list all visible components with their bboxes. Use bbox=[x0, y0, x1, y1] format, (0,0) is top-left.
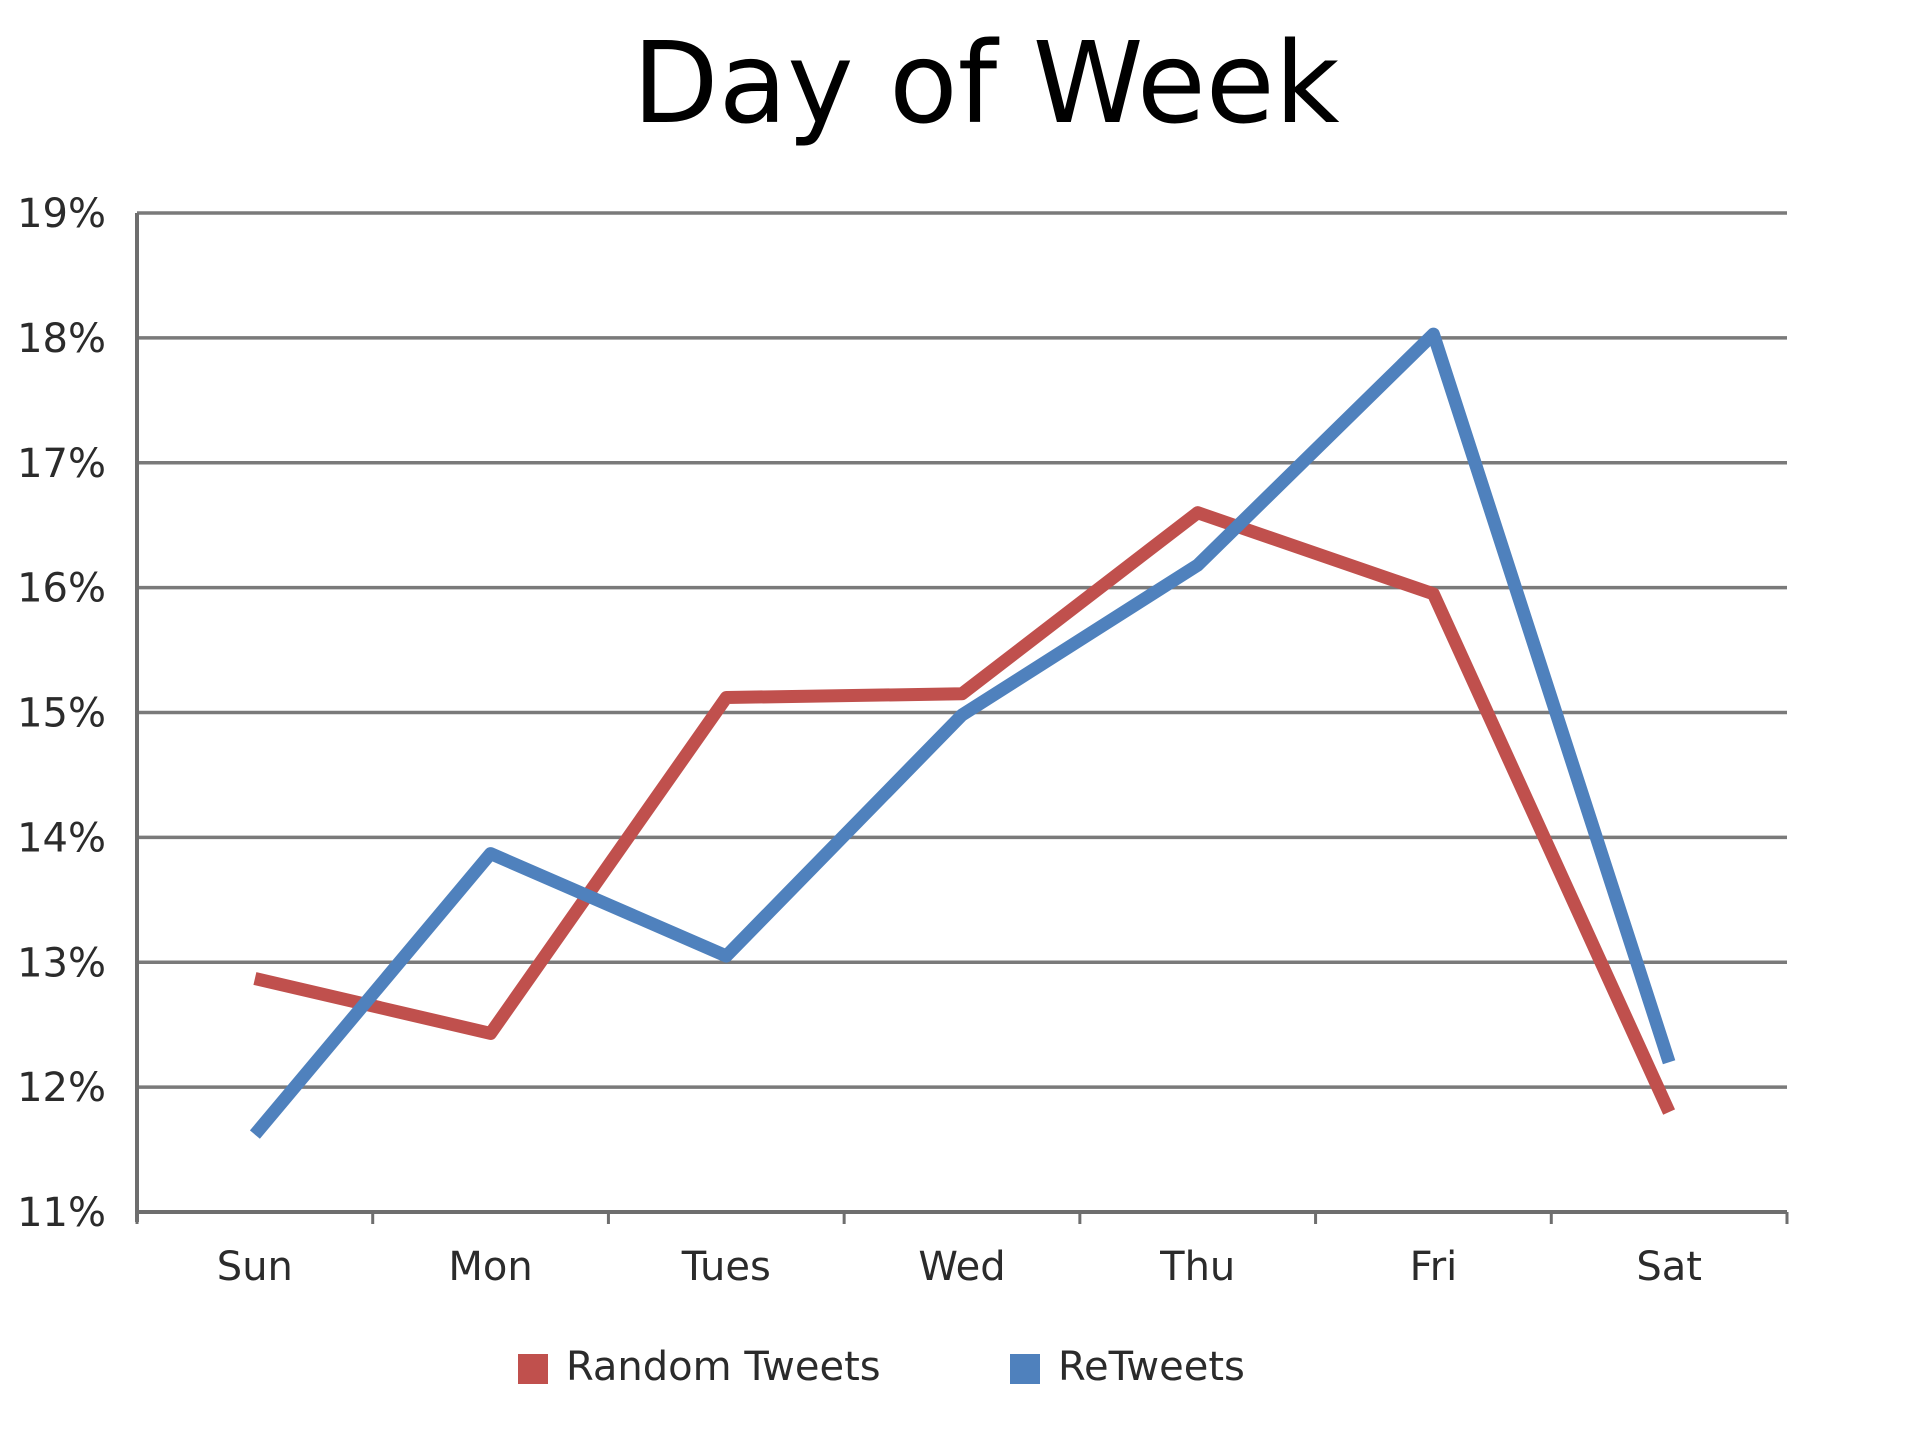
x-tick-label: Tues bbox=[681, 1244, 771, 1290]
y-tick-label: 15% bbox=[17, 691, 106, 737]
y-tick-label: 16% bbox=[17, 566, 106, 612]
axes bbox=[135, 213, 1789, 1224]
y-tick-label: 19% bbox=[17, 191, 106, 237]
gridlines bbox=[137, 211, 1787, 1089]
x-tick-label: Thu bbox=[1159, 1244, 1235, 1290]
series-lines bbox=[249, 327, 1676, 1139]
x-axis-tick-labels: Sun Mon Tues Wed Thu Fri Sat bbox=[217, 1244, 1702, 1290]
x-tick-label: Sun bbox=[217, 1244, 293, 1290]
y-tick-label: 12% bbox=[17, 1065, 106, 1111]
x-tick-label: Mon bbox=[448, 1244, 532, 1290]
y-tick-label: 11% bbox=[17, 1190, 106, 1236]
legend-label-retweets: ReTweets bbox=[1058, 1344, 1245, 1390]
y-axis-tick-labels: 11% 12% 13% 14% 15% 16% 17% 18% 19% bbox=[17, 191, 106, 1236]
x-tick-label: Wed bbox=[918, 1244, 1005, 1290]
y-tick-label: 17% bbox=[17, 441, 106, 487]
legend: Random Tweets ReTweets bbox=[518, 1344, 1245, 1390]
x-tick-label: Fri bbox=[1410, 1244, 1458, 1290]
legend-label-random-tweets: Random Tweets bbox=[566, 1344, 881, 1390]
series-line-retweets bbox=[249, 327, 1676, 1139]
chart-title: Day of Week bbox=[632, 19, 1339, 149]
y-tick-label: 13% bbox=[17, 940, 106, 986]
legend-swatch-retweets bbox=[1010, 1354, 1040, 1384]
y-tick-label: 14% bbox=[17, 815, 106, 861]
series-line-random-tweets bbox=[253, 506, 1676, 1115]
y-tick-label: 18% bbox=[17, 316, 106, 362]
legend-swatch-random-tweets bbox=[518, 1354, 548, 1384]
x-tick-label: Sat bbox=[1636, 1244, 1702, 1290]
